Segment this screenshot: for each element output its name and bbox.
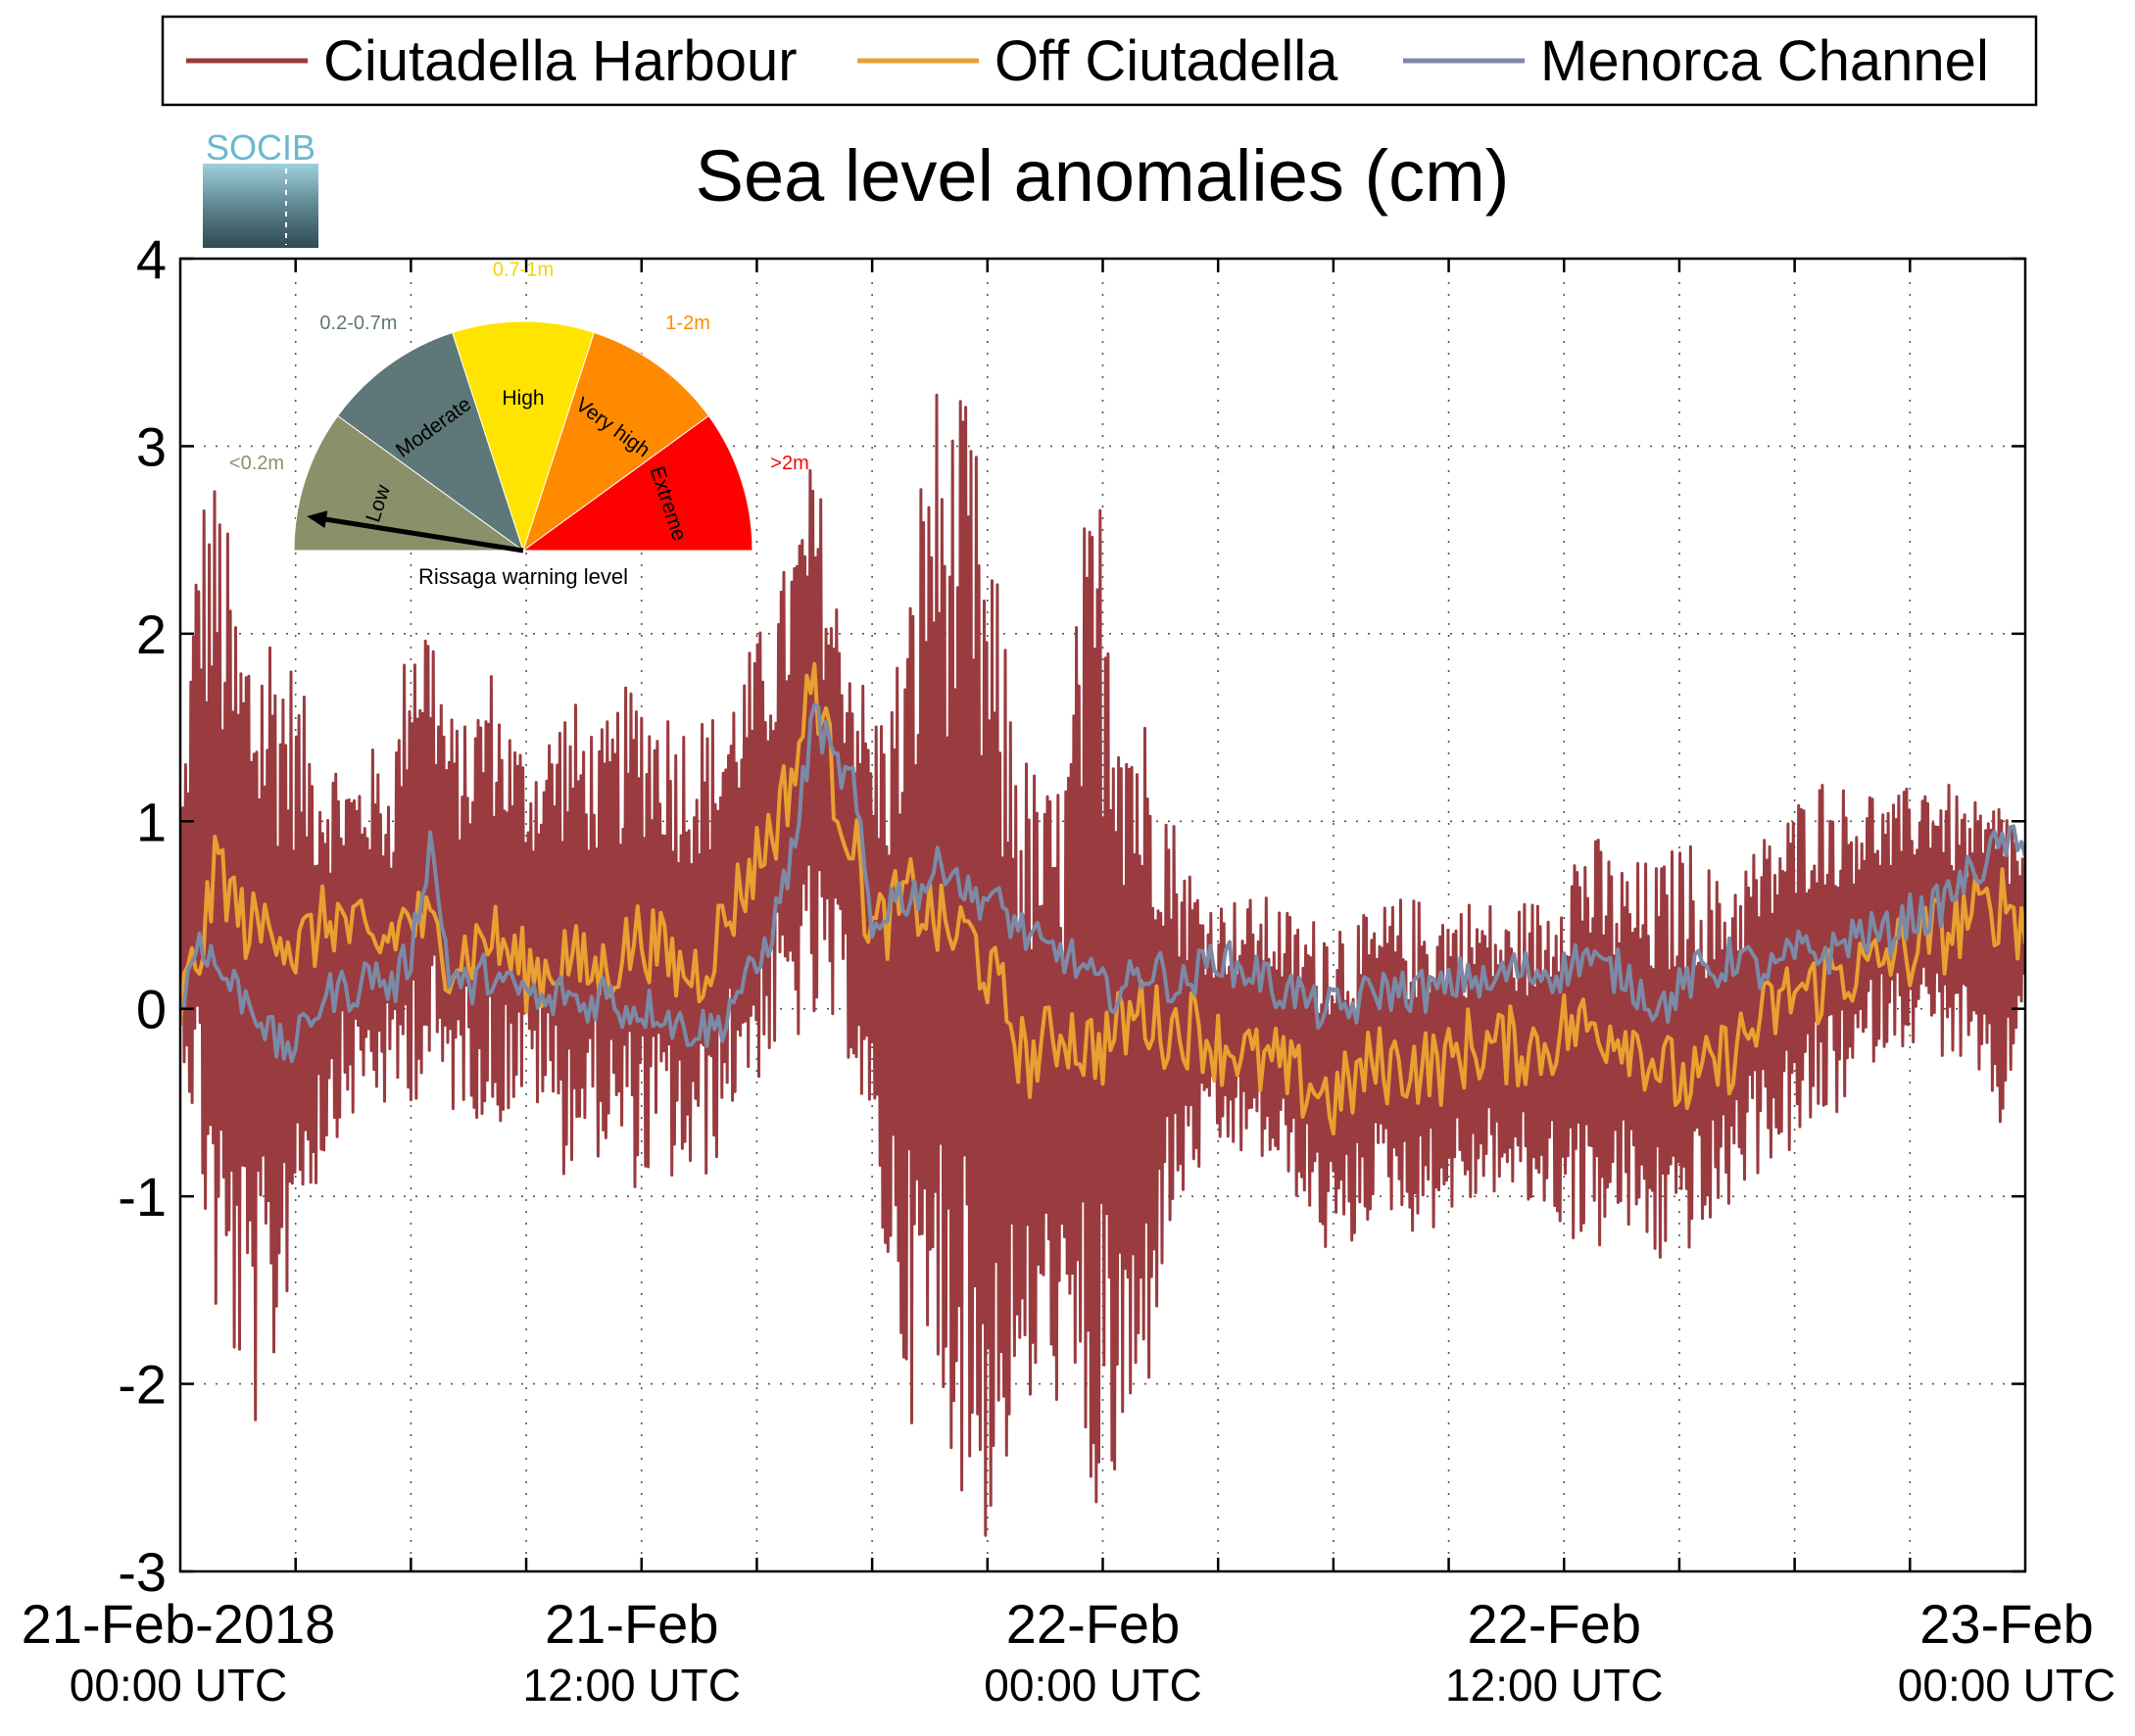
y-tick-label: 3 bbox=[136, 415, 167, 477]
legend-label: Ciutadella Harbour bbox=[323, 29, 798, 93]
x-tick-label-date: 21-Feb bbox=[545, 1593, 718, 1655]
x-tick-label-date: 22-Feb bbox=[1006, 1593, 1180, 1655]
legend: Ciutadella Harbour Off Ciutadella Menorca … bbox=[161, 15, 2038, 107]
gauge-range-label: >2m bbox=[770, 453, 808, 474]
gauge-range-label: 1-2m bbox=[665, 313, 710, 334]
x-tick-label-time: 00:00 UTC bbox=[1898, 1660, 2115, 1711]
gauge-segment-label: High bbox=[502, 387, 544, 410]
legend-label: Menorca Channel bbox=[1540, 29, 1989, 93]
y-tick-label: -2 bbox=[118, 1354, 167, 1416]
x-tick-label-time: 12:00 UTC bbox=[523, 1660, 741, 1711]
legend-label: Off Ciutadella bbox=[995, 29, 1338, 93]
legend-box bbox=[161, 15, 2038, 107]
socib-logo: SOCIB bbox=[203, 127, 318, 248]
y-tick-label: 4 bbox=[136, 228, 167, 290]
gauge-range-label: <0.2m bbox=[229, 453, 284, 474]
y-tick-label: -3 bbox=[118, 1541, 167, 1603]
legend-item-menorca-channel: Menorca Channel bbox=[1403, 29, 1989, 93]
legend-item-ciutadella-harbour: Ciutadella Harbour bbox=[186, 29, 798, 93]
logo-block bbox=[203, 164, 318, 248]
x-tick-label-time: 12:00 UTC bbox=[1445, 1660, 1663, 1711]
y-tick-label: -1 bbox=[118, 1166, 167, 1228]
gauge-needle bbox=[312, 514, 524, 554]
chart-title: Sea level anomalies (cm) bbox=[696, 135, 1510, 217]
gauge-segment-low bbox=[293, 414, 525, 552]
x-tick-label-date: 22-Feb bbox=[1468, 1593, 1641, 1655]
series-line-off-ciutadella bbox=[180, 661, 2025, 1136]
gauge-range-label: 0.2-0.7m bbox=[319, 313, 397, 334]
legend-item-off-ciutadella: Off Ciutadella bbox=[857, 29, 1338, 93]
logo-text: SOCIB bbox=[206, 127, 315, 168]
x-tick-label-time: 00:00 UTC bbox=[70, 1660, 287, 1711]
gauge-range-label: 0.7-1m bbox=[493, 259, 554, 280]
gauge-segment-high bbox=[452, 320, 595, 553]
gauge-needle-arrowhead bbox=[307, 510, 328, 529]
y-tick-label: 1 bbox=[136, 791, 167, 852]
x-tick-label-date: 23-Feb bbox=[1919, 1593, 2093, 1655]
series-line-menorca-channel bbox=[180, 702, 2025, 1064]
x-tick-label-time: 00:00 UTC bbox=[984, 1660, 1201, 1711]
gauge-caption: Rissaga warning level bbox=[418, 564, 628, 589]
x-tick-label-date: 21-Feb-2018 bbox=[22, 1593, 336, 1655]
y-tick-label: 0 bbox=[136, 979, 167, 1040]
series-layer bbox=[180, 393, 2025, 1537]
gauge-segment-extreme bbox=[521, 414, 753, 552]
gauge-segment-moderate bbox=[337, 331, 524, 553]
y-tick-label: 2 bbox=[136, 603, 167, 665]
series-line-ciutadella-harbour bbox=[180, 393, 2025, 1537]
gauge-segment-very-high bbox=[522, 331, 709, 553]
